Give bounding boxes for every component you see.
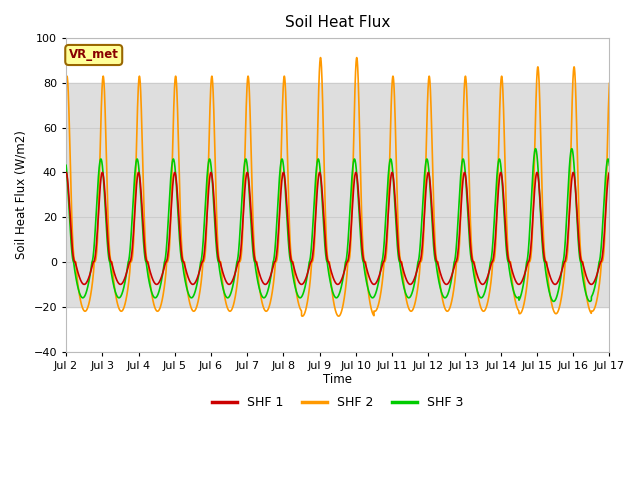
- SHF 2: [317, 62, 325, 68]
- SHF 2: [605, 91, 612, 96]
- Title: Soil Heat Flux: Soil Heat Flux: [285, 15, 390, 30]
- SHF 3: [490, 218, 498, 224]
- Legend: SHF 1, SHF 2, SHF 3: SHF 1, SHF 2, SHF 3: [207, 391, 468, 414]
- SHF 2: [353, 55, 360, 60]
- SHF 1: [429, 231, 437, 237]
- Bar: [66, 83, 609, 307]
- Line: SHF 3: SHF 3: [66, 149, 609, 301]
- SHF 1: [62, 169, 70, 175]
- SHF 2: [460, 102, 467, 108]
- SHF 2: [429, 199, 437, 204]
- SHF 2: [62, 81, 70, 86]
- SHF 3: [605, 162, 613, 168]
- SHF 2: [491, 256, 499, 262]
- SHF 1: [160, 266, 168, 272]
- SHF 3: [460, 156, 467, 162]
- SHF 2: [605, 81, 613, 86]
- SHF 1: [605, 169, 613, 175]
- SHF 1: [81, 281, 88, 287]
- SHF 3: [317, 184, 325, 190]
- X-axis label: Time: Time: [323, 373, 352, 386]
- SHF 2: [335, 313, 342, 319]
- Line: SHF 2: SHF 2: [66, 58, 609, 316]
- SHF 3: [550, 299, 557, 304]
- Text: VR_met: VR_met: [69, 48, 118, 61]
- SHF 3: [160, 264, 168, 270]
- SHF 3: [62, 162, 70, 168]
- SHF 1: [605, 171, 612, 177]
- SHF 2: [160, 288, 168, 294]
- SHF 1: [317, 180, 325, 186]
- SHF 1: [460, 173, 467, 179]
- SHF 3: [605, 159, 612, 165]
- Y-axis label: Soil Heat Flux (W/m2): Soil Heat Flux (W/m2): [15, 131, 28, 259]
- SHF 3: [429, 239, 437, 245]
- SHF 3: [532, 146, 540, 152]
- SHF 1: [490, 248, 498, 253]
- Line: SHF 1: SHF 1: [66, 172, 609, 284]
